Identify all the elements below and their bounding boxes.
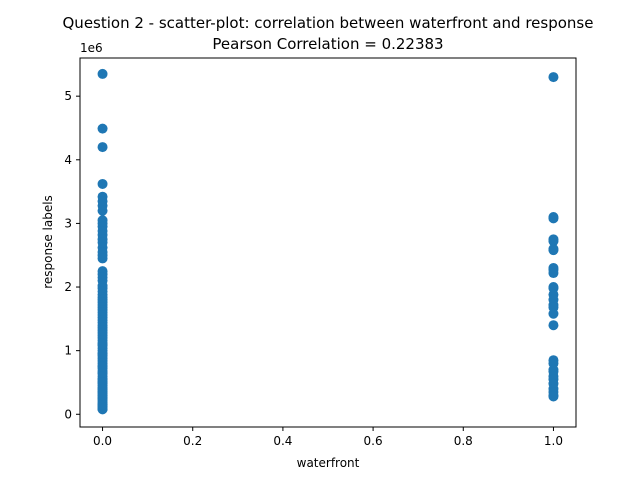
- x-tick-label: 0.2: [183, 434, 202, 448]
- data-point: [97, 123, 108, 134]
- y-axis-label: response labels: [41, 195, 55, 289]
- data-point: [97, 348, 108, 359]
- x-tick-label: 0.6: [364, 434, 383, 448]
- x-axis-ticks: 0.0 0.2 0.4 0.6 0.8 1.0: [93, 427, 563, 448]
- chart-subtitle: Pearson Correlation = 0.22383: [212, 35, 443, 53]
- data-points: [97, 68, 559, 415]
- data-point: [97, 253, 108, 264]
- y-axis-ticks: 0 1 2 3 4 5: [64, 89, 80, 421]
- data-point: [548, 213, 559, 224]
- data-point: [97, 68, 108, 79]
- y-tick-label: 0: [64, 407, 72, 421]
- x-axis-label: waterfront: [297, 456, 360, 470]
- y-tick-label: 1: [64, 344, 72, 358]
- data-point: [97, 142, 108, 153]
- data-point: [548, 268, 559, 279]
- data-point: [97, 205, 108, 216]
- data-point: [97, 390, 108, 401]
- data-point: [548, 236, 559, 247]
- y-tick-label: 2: [64, 280, 72, 294]
- x-tick-label: 0.4: [273, 434, 292, 448]
- x-tick-label: 0.0: [93, 434, 112, 448]
- x-tick-label: 0.8: [454, 434, 473, 448]
- data-point: [97, 178, 108, 189]
- data-point: [97, 361, 108, 372]
- data-point: [548, 320, 559, 331]
- data-point: [548, 72, 559, 83]
- data-point: [97, 339, 108, 350]
- data-point: [548, 308, 559, 319]
- plot-area: [79, 57, 577, 428]
- data-point: [548, 391, 559, 402]
- y-tick-label: 3: [64, 216, 72, 230]
- x-tick-label: 1.0: [544, 434, 563, 448]
- data-point: [548, 245, 559, 256]
- y-offset-label: 1e6: [80, 41, 103, 55]
- y-tick-label: 4: [64, 153, 72, 167]
- y-tick-label: 5: [64, 89, 72, 103]
- chart-title: Question 2 - scatter-plot: correlation b…: [63, 14, 594, 32]
